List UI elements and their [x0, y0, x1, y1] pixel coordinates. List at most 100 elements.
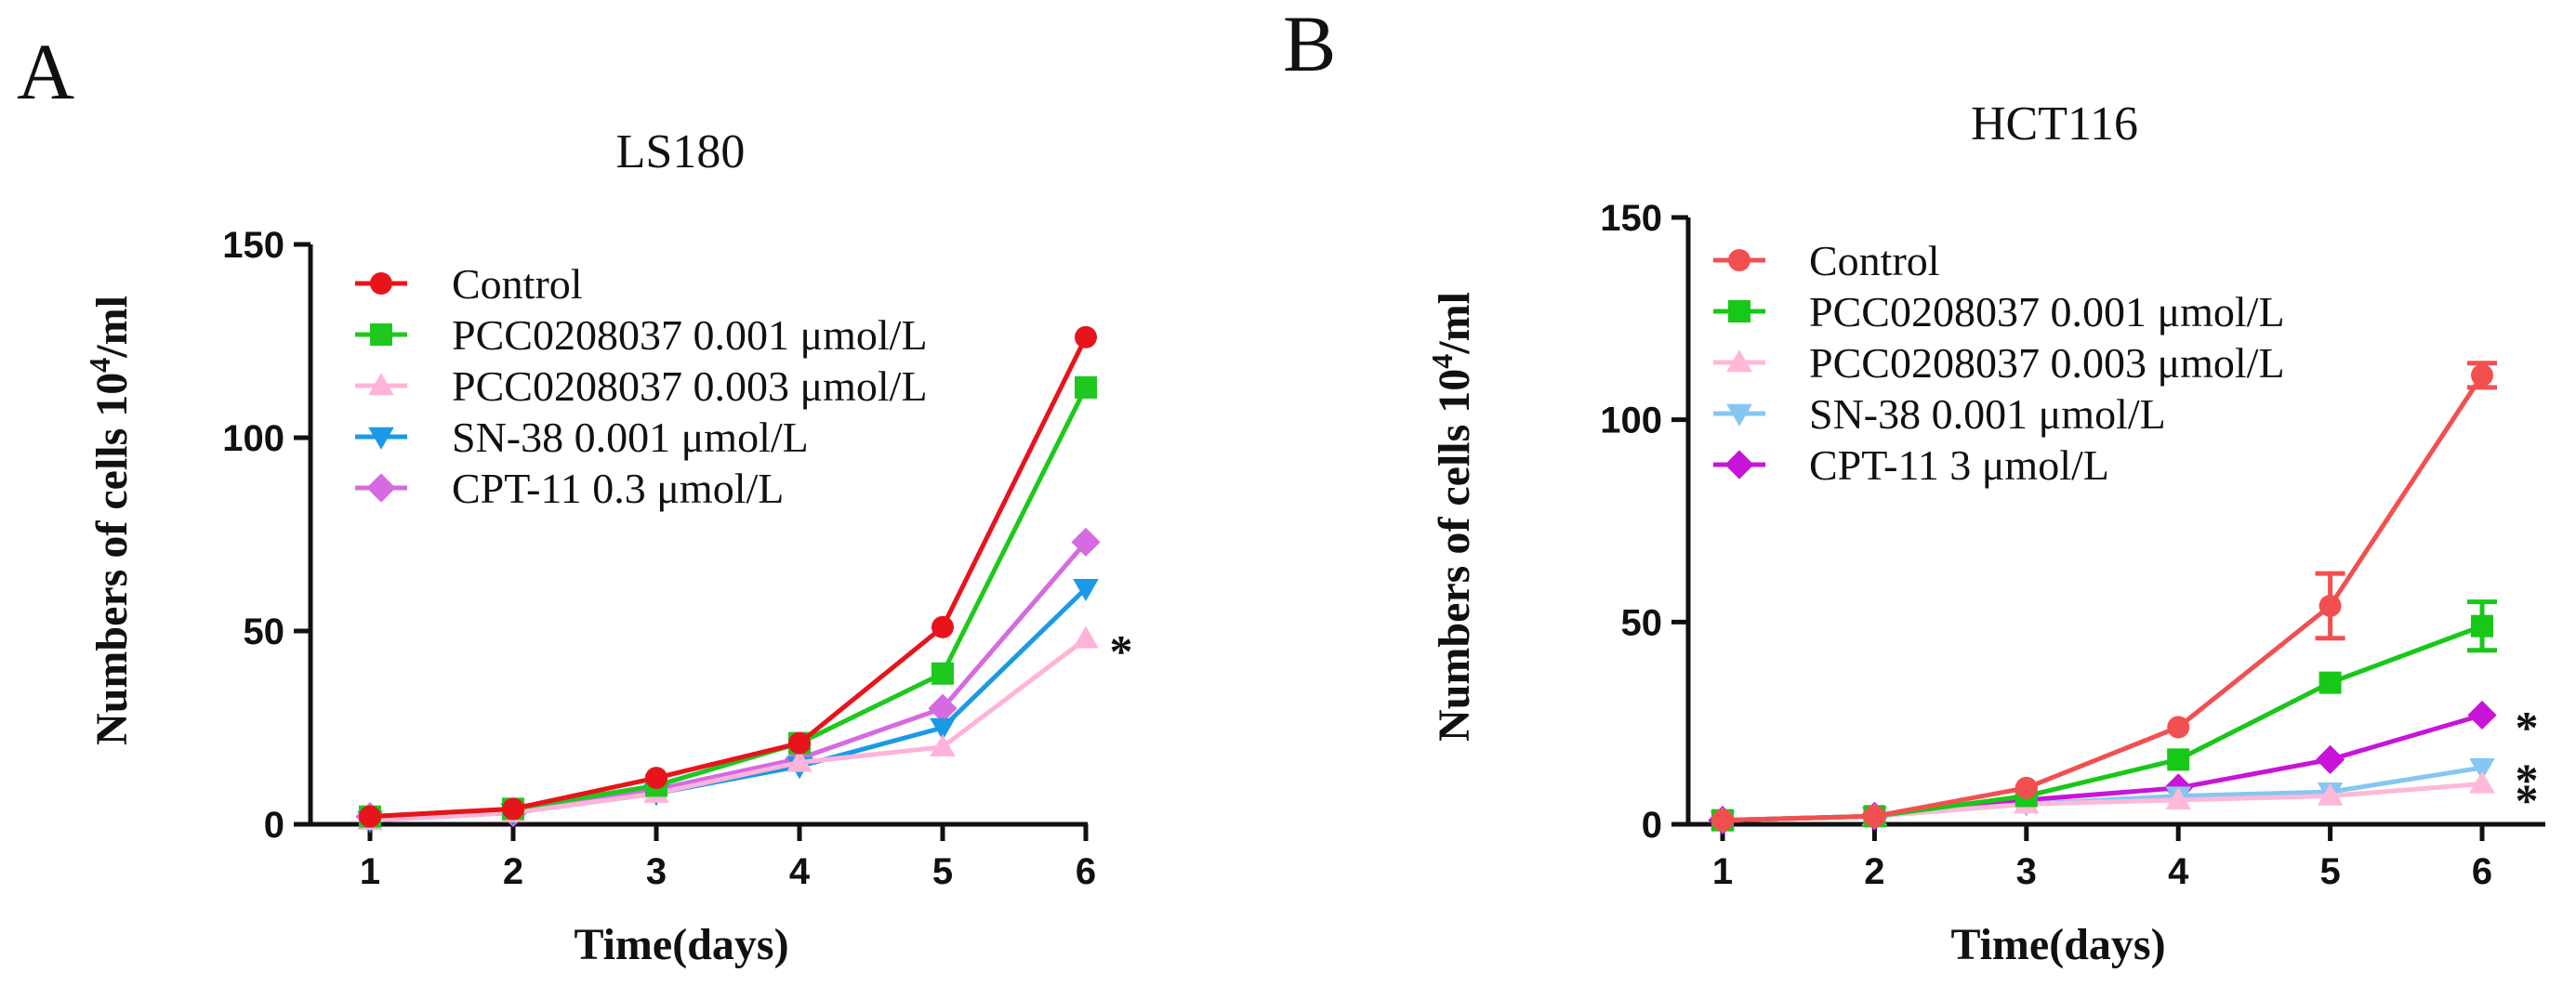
panel-letter: B: [1283, 0, 1336, 88]
legend-label: PCC0208037 0.001 μmol/L: [452, 311, 928, 359]
data-point: [2469, 770, 2495, 794]
series-line: [369, 637, 1088, 823]
legend-marker: [366, 473, 396, 503]
legend-label: Control: [452, 260, 583, 308]
chart-title: LS180: [616, 125, 746, 178]
x-tick-label: 2: [503, 851, 523, 892]
y-tick-label: 100: [222, 418, 284, 459]
legend-label: CPT-11 3 μmol/L: [1809, 441, 2109, 489]
legend-label: CPT-11 0.3 μmol/L: [452, 465, 784, 512]
x-tick-label: 4: [789, 851, 811, 892]
significance-annotation: *: [2516, 701, 2539, 753]
series-0: [1711, 361, 2497, 832]
legend-marker: [368, 373, 394, 396]
data-point: [786, 749, 812, 772]
legend-marker: [1724, 450, 1754, 480]
data-point: [1073, 625, 1099, 649]
series-1: [1711, 599, 2497, 832]
x-tick-label: 1: [360, 851, 380, 892]
series-line: [1722, 374, 2485, 823]
x-tick-label: 3: [646, 851, 667, 892]
y-tick-label: 0: [1642, 805, 1662, 846]
significance-annotation: *: [2516, 754, 2539, 806]
data-point: [1075, 375, 1097, 399]
data-point: [928, 693, 958, 723]
series-4: [1708, 700, 2497, 835]
data-point: [930, 717, 956, 741]
data-point: [2317, 782, 2344, 806]
data-point: [2471, 363, 2493, 387]
x-tick-label: 6: [2472, 851, 2492, 892]
legend-label: PCC0208037 0.003 μmol/L: [1809, 339, 2285, 387]
chart-title: HCT116: [1971, 98, 2138, 151]
y-axis-label: Numbers of cells 104/ml: [83, 296, 137, 745]
data-point: [2471, 614, 2493, 638]
data-point: [359, 805, 381, 828]
legend-label: PCC0208037 0.001 μmol/L: [1809, 288, 2285, 335]
chart-panel-a: A LS180 Time(days) Numbers of cells 104/…: [17, 27, 1133, 969]
data-point: [1711, 809, 1734, 832]
x-tick-label: 1: [1712, 851, 1733, 892]
legend-label: SN-38 0.001 μmol/L: [1809, 390, 2166, 438]
data-point: [1073, 579, 1099, 602]
data-point: [788, 731, 811, 755]
x-axis-label: Time(days): [1950, 920, 2165, 969]
x-tick-label: 4: [2168, 851, 2189, 892]
x-tick-label: 5: [932, 851, 953, 892]
legend-marker: [1726, 349, 1752, 373]
y-tick-label: 150: [222, 225, 284, 266]
data-point: [930, 734, 956, 756]
legend-label: PCC0208037 0.003 μmol/L: [452, 362, 928, 410]
data-point: [1071, 527, 1101, 557]
data-point: [2167, 716, 2190, 739]
data-point: [1075, 325, 1097, 348]
significance-annotation: *: [2516, 774, 2539, 826]
x-tick-label: 3: [2016, 851, 2037, 892]
legend-marker: [370, 323, 392, 346]
x-tick-label: 5: [2319, 851, 2340, 892]
data-point: [931, 615, 954, 638]
y-tick-label: 100: [1600, 401, 1662, 441]
y-tick-label: 0: [264, 805, 284, 846]
legend-marker: [1728, 300, 1750, 322]
legend-label: Control: [1809, 237, 1940, 284]
chart-panel-b: B HCT116 Time(days) Numbers of cells 104…: [1283, 0, 2545, 969]
legend-marker: [1726, 403, 1752, 427]
series-4: [355, 527, 1101, 832]
data-point: [2469, 757, 2495, 781]
y-tick-label: 50: [244, 611, 285, 652]
data-point: [2015, 776, 2038, 799]
legend-marker: [1728, 249, 1750, 271]
series-line: [369, 586, 1088, 823]
y-tick-label: 50: [1621, 602, 1663, 643]
y-tick-label: 150: [1600, 198, 1662, 239]
series-line: [369, 540, 1088, 820]
data-point: [645, 767, 667, 790]
series-line: [1722, 781, 2483, 823]
data-point: [2165, 787, 2191, 810]
significance-annotation: *: [1110, 624, 1133, 677]
series-line: [1722, 713, 2483, 823]
series-3: [357, 579, 1099, 834]
legend-marker: [370, 272, 392, 295]
x-axis-label: Time(days): [574, 920, 788, 969]
series-0: [359, 325, 1097, 828]
legend-label: SN-38 0.001 μmol/L: [452, 414, 809, 461]
data-point: [2318, 594, 2342, 617]
data-point: [2318, 671, 2342, 694]
data-point: [2467, 700, 2497, 730]
series-line: [369, 335, 1089, 820]
data-point: [931, 662, 954, 685]
data-point: [1863, 805, 1886, 828]
legend-marker: [368, 427, 394, 450]
data-point: [502, 797, 524, 821]
data-point: [2167, 748, 2190, 771]
panel-letter: A: [17, 27, 74, 116]
x-tick-label: 2: [1864, 851, 1884, 892]
data-point: [2316, 744, 2345, 774]
x-tick-label: 6: [1076, 851, 1096, 892]
y-axis-label: Numbers of cells 104/ml: [1425, 292, 1479, 742]
